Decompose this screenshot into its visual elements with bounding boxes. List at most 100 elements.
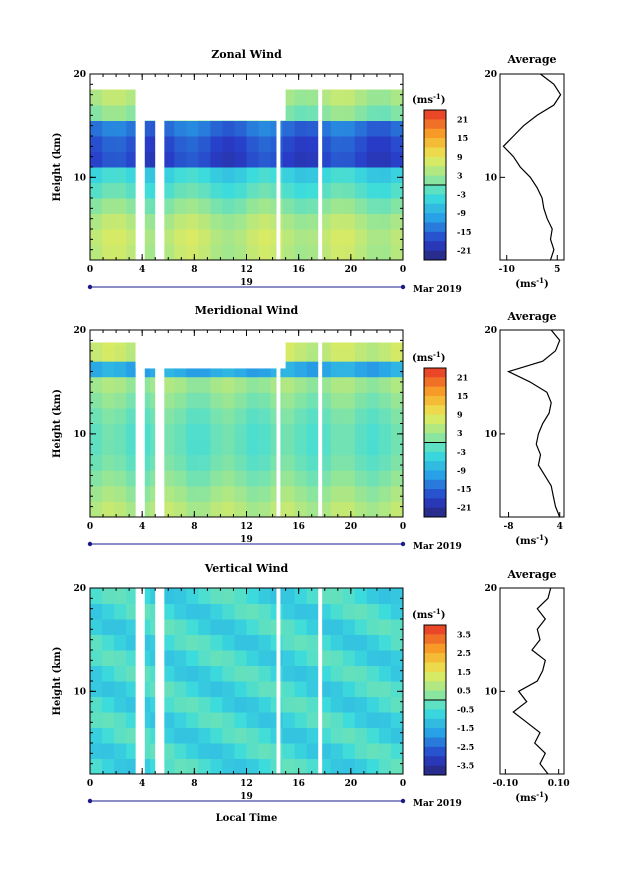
x-tick-label: 16 bbox=[292, 265, 305, 275]
colorbar-bin bbox=[424, 119, 446, 130]
day-bar-end-marker bbox=[400, 284, 406, 290]
day-bar-end-marker bbox=[400, 798, 406, 804]
colorbar-tick-label: 3.5 bbox=[457, 629, 471, 639]
colorbar-bin bbox=[424, 175, 446, 186]
day-bar-start-marker bbox=[87, 798, 93, 804]
colorbar-bin bbox=[424, 386, 446, 397]
colorbar-bin bbox=[424, 507, 446, 518]
chart-title: Meridional Wind bbox=[195, 304, 299, 317]
colorbar-tick-label: 9 bbox=[457, 152, 463, 162]
colorbar-tick-label: -9 bbox=[457, 208, 466, 218]
profile-frame bbox=[499, 587, 565, 775]
profile-x-tick-label: -8 bbox=[504, 522, 514, 532]
colorbar-bin bbox=[424, 451, 446, 462]
colorbar-bin bbox=[424, 433, 446, 443]
profile-y-tick-label: 20 bbox=[484, 326, 497, 336]
colorbar-bin bbox=[424, 138, 446, 148]
x-tick-label: 8 bbox=[191, 522, 197, 532]
colorbar-tick-label: -9 bbox=[457, 465, 466, 475]
profile-x-tick-label: 0.10 bbox=[548, 779, 570, 789]
colorbar-tick-label: 1.5 bbox=[457, 667, 471, 677]
colorbar-bin bbox=[424, 128, 446, 139]
colorbar-bin bbox=[424, 377, 446, 388]
colorbar-tick-label: 21 bbox=[457, 114, 468, 124]
heatmap-field bbox=[90, 330, 404, 518]
profile-title: Average bbox=[506, 568, 556, 581]
colorbar-tick-label: -3.5 bbox=[457, 761, 474, 771]
colorbar-tick-label: -3 bbox=[457, 189, 466, 199]
x-tick-label: 8 bbox=[191, 265, 197, 275]
x-tick-label: 0 bbox=[87, 265, 93, 275]
profile-y-tick-label: 20 bbox=[484, 584, 497, 594]
colorbar-bin bbox=[424, 414, 446, 425]
y-tick-label: 10 bbox=[73, 173, 86, 183]
y-tick-label: 10 bbox=[73, 430, 86, 440]
date-label: Mar 2019 bbox=[413, 799, 462, 809]
profile-x-label: (ms-1) bbox=[515, 276, 548, 290]
colorbar-tick-label: -21 bbox=[457, 246, 471, 256]
y-tick-label: 20 bbox=[73, 584, 86, 594]
y-axis-label: Height (km) bbox=[52, 389, 63, 458]
colorbar-bin bbox=[424, 405, 446, 415]
y-axis-label: Height (km) bbox=[52, 647, 63, 716]
colorbar-bin bbox=[424, 718, 446, 729]
colorbar-bin bbox=[424, 681, 446, 692]
colorbar-bin bbox=[424, 662, 446, 673]
colorbar-bin bbox=[424, 194, 446, 205]
y-axis-label: Height (km) bbox=[52, 133, 63, 202]
profile-title: Average bbox=[506, 310, 556, 323]
profile-x-label: (ms-1) bbox=[515, 533, 548, 547]
colorbar-bin bbox=[424, 756, 446, 767]
colorbar-bin bbox=[424, 498, 446, 509]
colorbar-bin bbox=[424, 690, 446, 701]
colorbar-bin bbox=[424, 479, 446, 490]
colorbar: (ms-1) 3.5 2.5 1.5 0.5 -0.5 -1.5 -2.5 -3.5 bbox=[412, 607, 474, 776]
colorbar-tick-label: 15 bbox=[457, 133, 468, 143]
colorbar-bin bbox=[424, 625, 446, 635]
colorbar-unit: (ms-1) bbox=[412, 350, 445, 364]
y-tick-label: 20 bbox=[73, 70, 86, 80]
colorbar-tick-label: 3 bbox=[457, 428, 463, 438]
colorbar-unit: (ms-1) bbox=[412, 92, 445, 106]
average-profile: Average -10 5 20 10 (ms-1) bbox=[484, 53, 565, 290]
colorbar-bin bbox=[424, 634, 446, 645]
x-tick-label: 20 bbox=[345, 779, 358, 789]
profile-line bbox=[512, 587, 552, 775]
colorbar-bin bbox=[424, 222, 446, 233]
colorbar: (ms-1) 21 15 9 3 -3 -9 -15 -21 bbox=[412, 350, 471, 518]
colorbar-bin bbox=[424, 250, 446, 261]
x-tick-label: 12 bbox=[240, 265, 253, 275]
colorbar-tick-label: -3 bbox=[457, 447, 466, 457]
colorbar-tick-label: 9 bbox=[457, 410, 463, 420]
day-bar-start-marker bbox=[87, 541, 93, 547]
day-label: 19 bbox=[240, 535, 253, 545]
date-label: Mar 2019 bbox=[413, 542, 462, 552]
colorbar-bin bbox=[424, 728, 446, 738]
profile-y-tick-label: 10 bbox=[484, 687, 497, 697]
x-tick-label: 20 bbox=[345, 265, 358, 275]
day-label: 19 bbox=[240, 278, 253, 288]
y-tick-label: 10 bbox=[73, 687, 86, 697]
colorbar-bin bbox=[424, 185, 446, 195]
profile-line bbox=[502, 73, 562, 261]
x-axis-label: Local Time bbox=[216, 813, 278, 824]
colorbar-tick-label: -21 bbox=[457, 503, 471, 513]
average-profile: Average -0.10 0.10 20 10 (ms-1) bbox=[484, 568, 569, 804]
x-tick-label: 0 bbox=[400, 265, 406, 275]
y-tick-label: 20 bbox=[73, 326, 86, 336]
colorbar-bin bbox=[424, 147, 446, 158]
profile-x-tick-label: 5 bbox=[554, 265, 560, 275]
colorbar: (ms-1) 21 15 9 3 -3 -9 -15 -21 bbox=[412, 92, 471, 261]
colorbar-bin bbox=[424, 746, 446, 757]
date-label: Mar 2019 bbox=[413, 285, 462, 295]
colorbar-tick-label: -0.5 bbox=[457, 704, 474, 714]
day-bar-start-marker bbox=[87, 284, 93, 290]
x-tick-label: 20 bbox=[345, 522, 358, 532]
colorbar-tick-label: 2.5 bbox=[457, 648, 471, 658]
profile-line bbox=[506, 329, 561, 518]
colorbar-tick-label: 21 bbox=[457, 372, 468, 382]
colorbar-unit: (ms-1) bbox=[412, 607, 445, 621]
colorbar-bin bbox=[424, 231, 446, 242]
day-bar-end-marker bbox=[400, 541, 406, 547]
x-tick-label: 0 bbox=[87, 779, 93, 789]
